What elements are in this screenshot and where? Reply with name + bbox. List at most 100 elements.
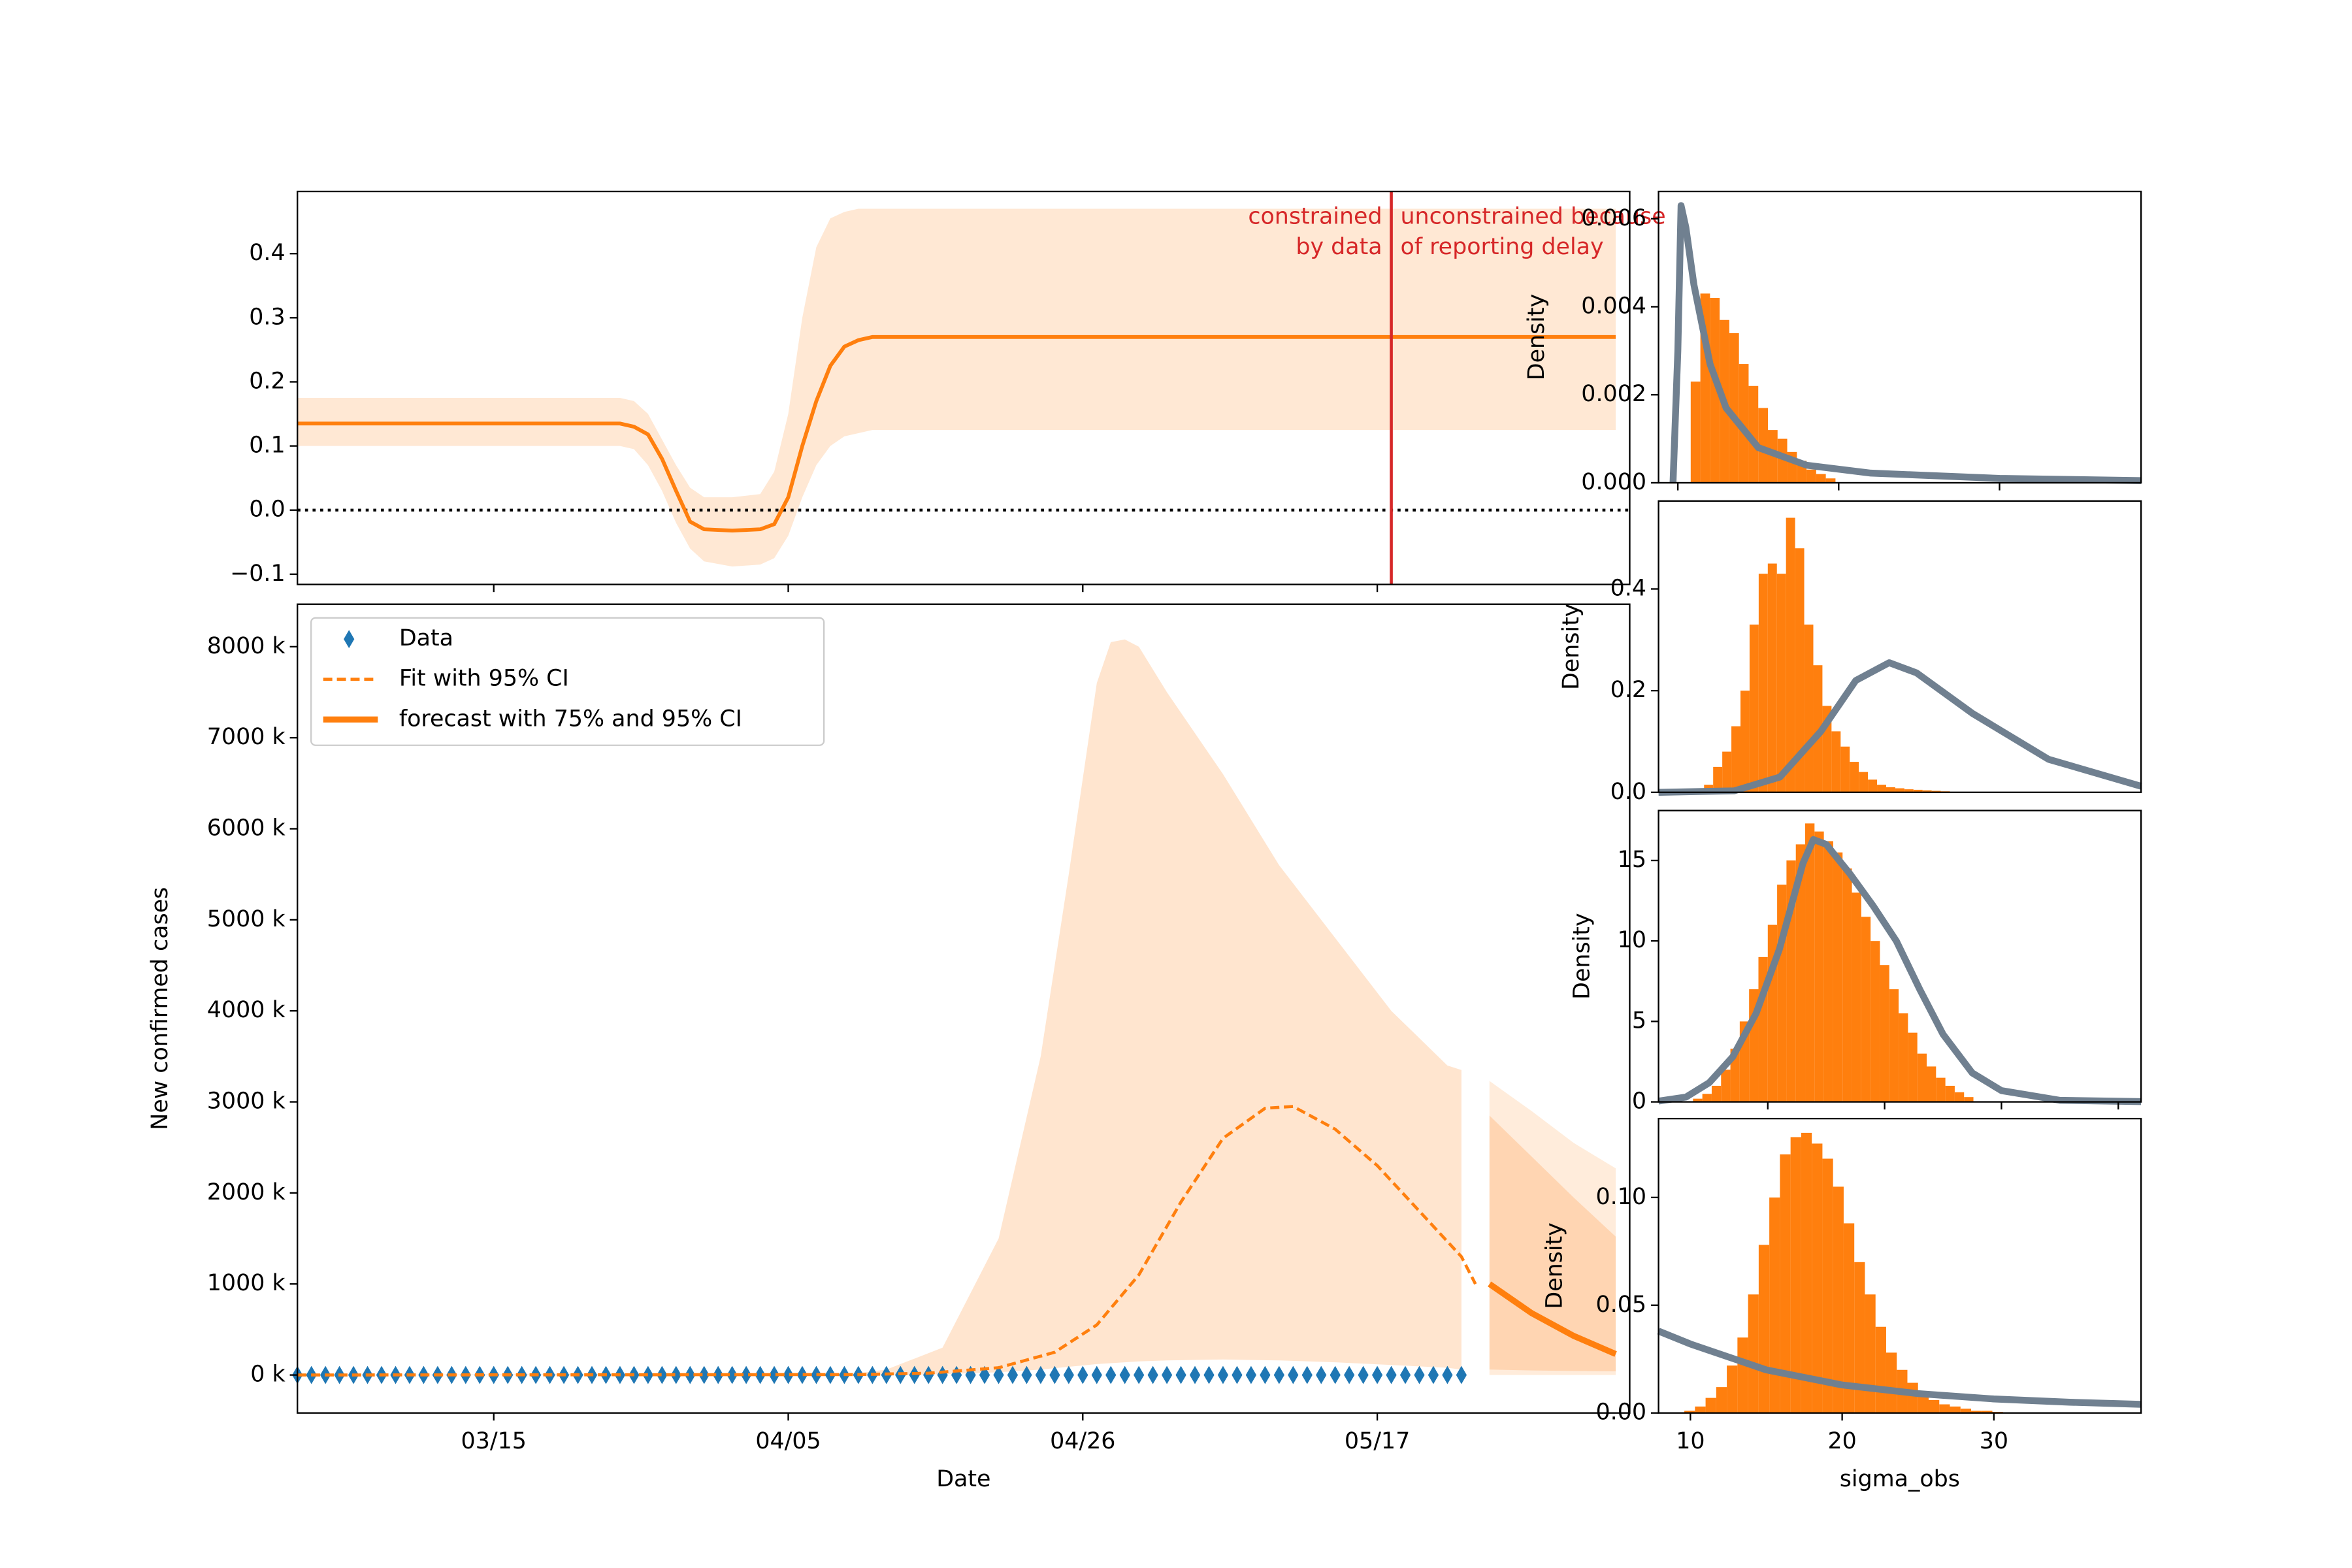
x-axis-label: Date: [936, 1466, 990, 1492]
histogram-bar: [1813, 665, 1823, 792]
histogram-bar: [1737, 1337, 1748, 1413]
x-tick-label: 05/17: [1345, 1428, 1410, 1454]
data-point: [698, 1365, 710, 1384]
y-tick-label: 0.000: [1581, 469, 1646, 495]
x-tick-label: 30: [1980, 1428, 2008, 1454]
histogram-bar: [1960, 1409, 1972, 1413]
data-point: [1371, 1365, 1383, 1384]
data-point: [1428, 1365, 1439, 1384]
histogram-bar: [1917, 1053, 1927, 1102]
data-point: [1161, 1365, 1173, 1384]
y-tick-label: 0.002: [1581, 381, 1646, 407]
histogram-bar: [1922, 790, 1932, 792]
data-point: [1217, 1365, 1229, 1384]
data-point: [1260, 1365, 1271, 1384]
y-axis-label: Density: [1558, 604, 1584, 690]
annotation: unconstrained because: [1400, 204, 1665, 230]
histogram-bar: [1823, 841, 1833, 1102]
histogram-bar: [1731, 726, 1740, 792]
y-tick-label: 0.2: [249, 368, 285, 394]
y-tick-label: 0.004: [1581, 293, 1646, 319]
histogram-bar: [1889, 989, 1899, 1102]
y-tick-label: 0.0: [249, 497, 285, 523]
density-curve: [1669, 202, 2142, 484]
histogram-bar: [1758, 408, 1768, 483]
series-line: [297, 335, 1616, 533]
histogram-bar: [1722, 751, 1732, 792]
histogram-bar: [1825, 478, 1836, 483]
legend-label: Fit with 95% CI: [399, 666, 569, 692]
histogram-bar: [1748, 385, 1759, 483]
series-line: [1488, 1281, 1617, 1357]
histogram-bar: [1927, 1066, 1936, 1102]
data-point: [1203, 1365, 1215, 1384]
density-curve: [1658, 659, 2142, 796]
histogram-bar: [1769, 1197, 1780, 1413]
histogram-bar: [1982, 1411, 1993, 1413]
y-tick-label: 1000 k: [207, 1270, 286, 1296]
histogram-bar: [1776, 574, 1786, 792]
histogram-bar: [1795, 548, 1805, 792]
y-tick-label: 0 k: [250, 1362, 286, 1388]
data-point: [685, 1365, 696, 1384]
histogram-bar: [1908, 1032, 1918, 1102]
histogram-bar: [1758, 1245, 1770, 1413]
y-tick-label: 4000 k: [207, 997, 286, 1023]
axes-frame: [1658, 809, 2142, 1103]
y-axis-label: New confirmed cases: [147, 887, 173, 1130]
data-point: [1021, 1365, 1032, 1384]
density-curve: [1658, 836, 2142, 1105]
histogram-bar: [1895, 788, 1904, 792]
histogram-bar: [1749, 624, 1759, 792]
histogram-bar: [1812, 1143, 1823, 1413]
data-point: [1175, 1365, 1186, 1384]
histogram-bar: [1950, 1406, 1961, 1413]
y-tick-label: 10: [1618, 927, 1646, 953]
y-tick-label: 0.4: [1610, 575, 1646, 601]
histogram-bar: [1721, 1070, 1731, 1102]
data-point: [1288, 1365, 1299, 1384]
y-tick-label: 0.00: [1595, 1399, 1646, 1426]
y-tick-label: 6000 k: [207, 815, 286, 841]
histogram-bar: [1913, 789, 1923, 792]
y-tick-label: 0.3: [249, 304, 285, 330]
histogram-bar: [1931, 791, 1941, 792]
histogram-bar: [1850, 762, 1859, 792]
histogram-bar: [1822, 1158, 1833, 1413]
y-tick-label: 0.10: [1595, 1184, 1646, 1210]
data-point: [1301, 1365, 1313, 1384]
histogram-bar: [1693, 1098, 1703, 1102]
histogram-bar: [1971, 1411, 1982, 1413]
histogram-bar: [1945, 1085, 1955, 1102]
x-tick-label: 04/26: [1050, 1428, 1115, 1454]
histogram-bar: [1954, 1092, 1965, 1102]
y-tick-label: 15: [1618, 847, 1646, 873]
data-point: [713, 1365, 724, 1384]
histogram-bar: [1739, 364, 1749, 483]
y-tick-label: 0.006: [1581, 205, 1646, 231]
data-point: [1119, 1365, 1130, 1384]
data-point: [1414, 1365, 1425, 1384]
histogram-bar: [1929, 1399, 1940, 1413]
histogram-bar: [1729, 333, 1739, 483]
histogram-bar: [1767, 563, 1777, 792]
histogram-bar: [1886, 787, 1895, 792]
legend-label: forecast with 75% and 95% CI: [399, 706, 742, 732]
data-point: [670, 1365, 681, 1384]
histogram-bar: [1870, 941, 1880, 1102]
y-tick-label: 5000 k: [207, 906, 286, 932]
axes-frame: [1658, 1117, 2142, 1414]
y-tick-label: 2000 k: [207, 1179, 286, 1205]
y-tick-label: 0.05: [1595, 1292, 1646, 1318]
data-point: [1358, 1365, 1369, 1384]
annotation: constrained: [1248, 204, 1382, 230]
histogram-bar: [1899, 1013, 1908, 1102]
data-point: [783, 1365, 794, 1384]
ci-band: [1489, 1081, 1616, 1375]
x-tick-label: 04/05: [755, 1428, 821, 1454]
data-point: [1344, 1365, 1355, 1384]
fit-line: [297, 1105, 1477, 1377]
histogram-bar: [1684, 1411, 1695, 1413]
y-axis-label: Density: [1524, 294, 1550, 380]
